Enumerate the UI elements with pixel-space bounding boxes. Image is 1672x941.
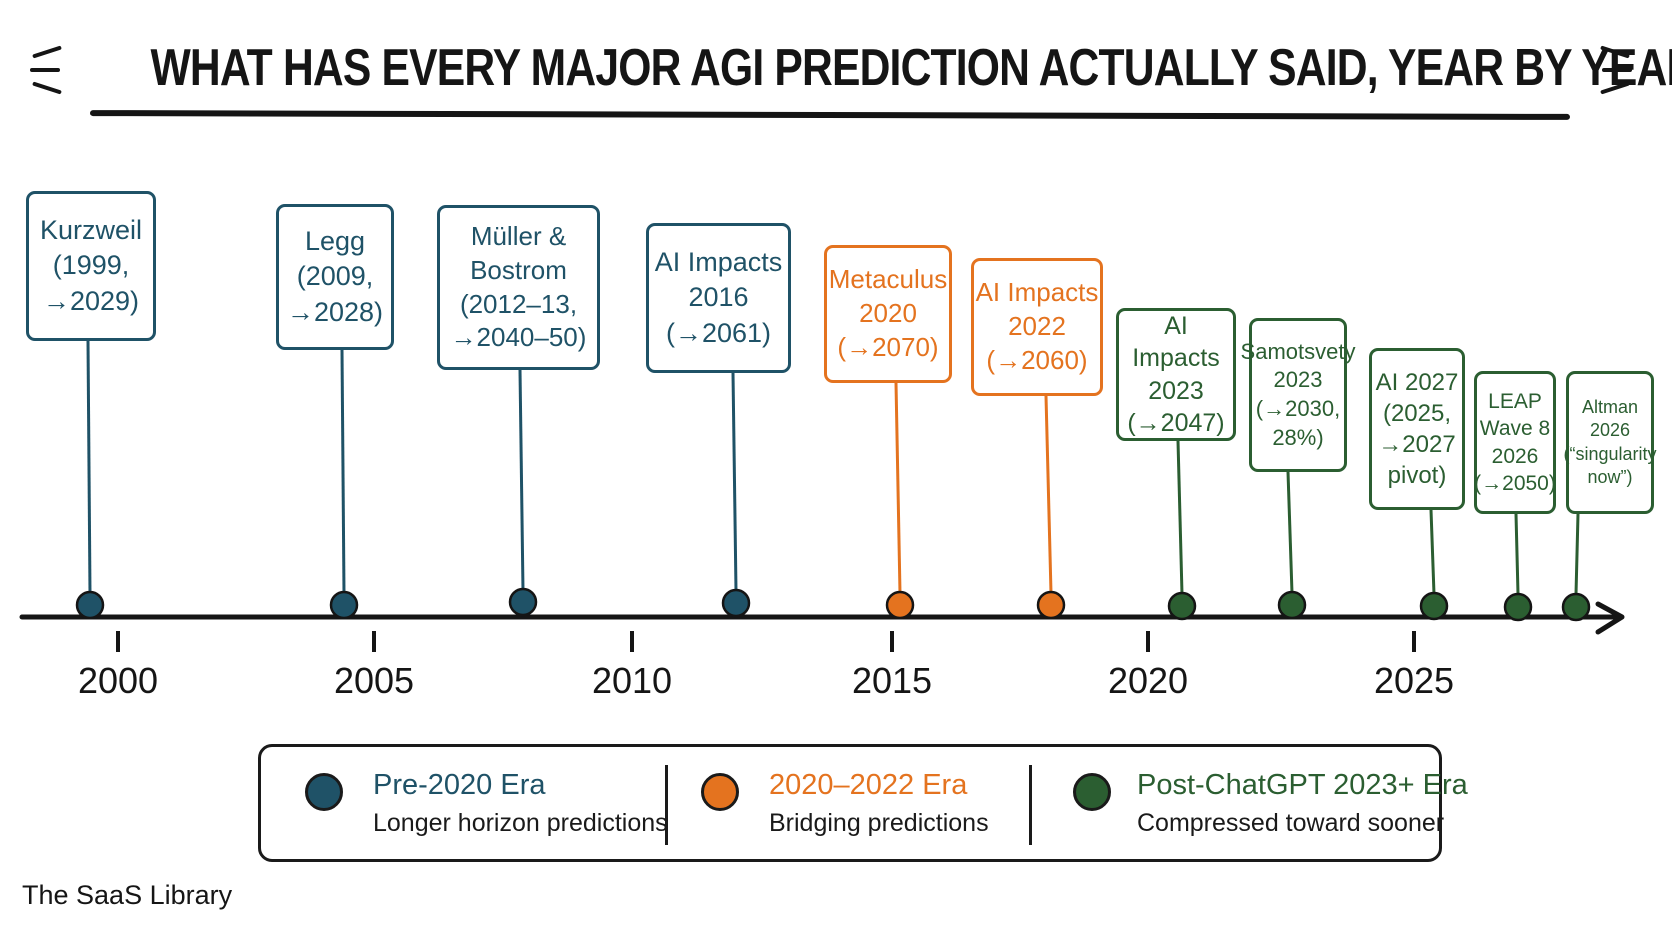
prediction-stem [894, 382, 902, 594]
legend-title-pre: Pre-2020 Era [373, 769, 546, 801]
title-accent-dash [30, 68, 60, 72]
prediction-stem [1286, 471, 1294, 594]
page-title: WHAT HAS EVERY MAJOR AGI PREDICTION ACTU… [150, 39, 1672, 97]
footer-brand: The SaaS Library [22, 880, 233, 910]
prediction-stem [518, 369, 525, 592]
prediction-dot [1277, 590, 1307, 620]
prediction-card-altman-2026: Altman 2026 (“singularity now”) [1563, 371, 1657, 514]
prediction-card-metaculus-2020: Metaculus 2020 (→2070) [824, 245, 952, 383]
legend: Pre-2020 Era Longer horizon predictions … [258, 744, 1468, 862]
legend-divider [1029, 765, 1032, 845]
legend-item-post-chatgpt: Post-ChatGPT 2023+ Era Compressed toward… [1037, 747, 1468, 859]
prediction-card-kurzweil: Kurzweil (1999, →2029) [26, 191, 156, 341]
title-accent-dash [1602, 68, 1632, 72]
prediction-card-ai-impacts-2022: AI Impacts 2022 (→2060) [971, 258, 1103, 396]
axis-year-label: 2020 [1107, 660, 1189, 701]
prediction-stems [86, 340, 1580, 595]
legend-dot-post [1073, 773, 1111, 811]
prediction-stem [1044, 395, 1053, 594]
prediction-card-samotsvety-2023: Samotsvety 2023 (→2030, 28%) [1241, 318, 1355, 472]
prediction-stem [1574, 513, 1580, 595]
prediction-dot [1036, 590, 1066, 620]
prediction-card-legg: Legg (2009, →2028) [276, 204, 394, 350]
legend-dot-pre [305, 773, 343, 811]
prediction-card-muller-bostrom: Müller & Bostrom (2012–13, →2040–50) [437, 205, 600, 370]
legend-subtitle-mid: Bridging predictions [769, 809, 989, 837]
legend-item-2020-2022: 2020–2022 Era Bridging predictions [671, 747, 1001, 859]
prediction-card-leap-wave-8: LEAP Wave 8 2026 (→2050) [1474, 371, 1556, 514]
legend-title-post: Post-ChatGPT 2023+ Era [1137, 769, 1468, 801]
prediction-dot [885, 590, 915, 620]
prediction-card-ai-impacts-2016: AI Impacts 2016 (→2061) [646, 223, 791, 373]
prediction-dot [721, 588, 751, 618]
prediction-dot [329, 590, 359, 620]
prediction-dot [75, 590, 105, 620]
legend-subtitle-post: Compressed toward sooner [1137, 809, 1445, 837]
prediction-dot [1503, 592, 1533, 622]
prediction-card-ai-impacts-2023: AI Impacts 2023 (→2047) [1116, 308, 1236, 441]
prediction-dot [1561, 592, 1591, 622]
prediction-dot [1167, 591, 1197, 621]
axis-year-label: 2005 [333, 660, 415, 701]
prediction-dots [75, 587, 1591, 622]
legend-divider [665, 765, 668, 845]
legend-title-mid: 2020–2022 Era [769, 769, 968, 801]
axis-year-label: 2010 [591, 660, 673, 701]
legend-item-pre-2020: Pre-2020 Era Longer horizon predictions [261, 747, 668, 859]
prediction-stem [340, 349, 346, 595]
axis-year-label: 2000 [77, 660, 159, 701]
axis-year-label: 2015 [851, 660, 933, 701]
prediction-dot [1419, 591, 1449, 621]
prediction-stem [731, 372, 738, 592]
axis-year-label: 2025 [1373, 660, 1455, 701]
legend-dot-mid [701, 773, 739, 811]
prediction-stem [86, 340, 92, 595]
prediction-dot [508, 587, 538, 617]
prediction-card-ai-2027: AI 2027 (2025, →2027 pivot) [1369, 348, 1465, 510]
prediction-stem [1429, 509, 1436, 595]
legend-subtitle-pre: Longer horizon predictions [373, 809, 668, 837]
prediction-stem [1514, 513, 1520, 595]
prediction-stem [1176, 440, 1184, 595]
timeline-arrow-icon [1595, 601, 1625, 635]
